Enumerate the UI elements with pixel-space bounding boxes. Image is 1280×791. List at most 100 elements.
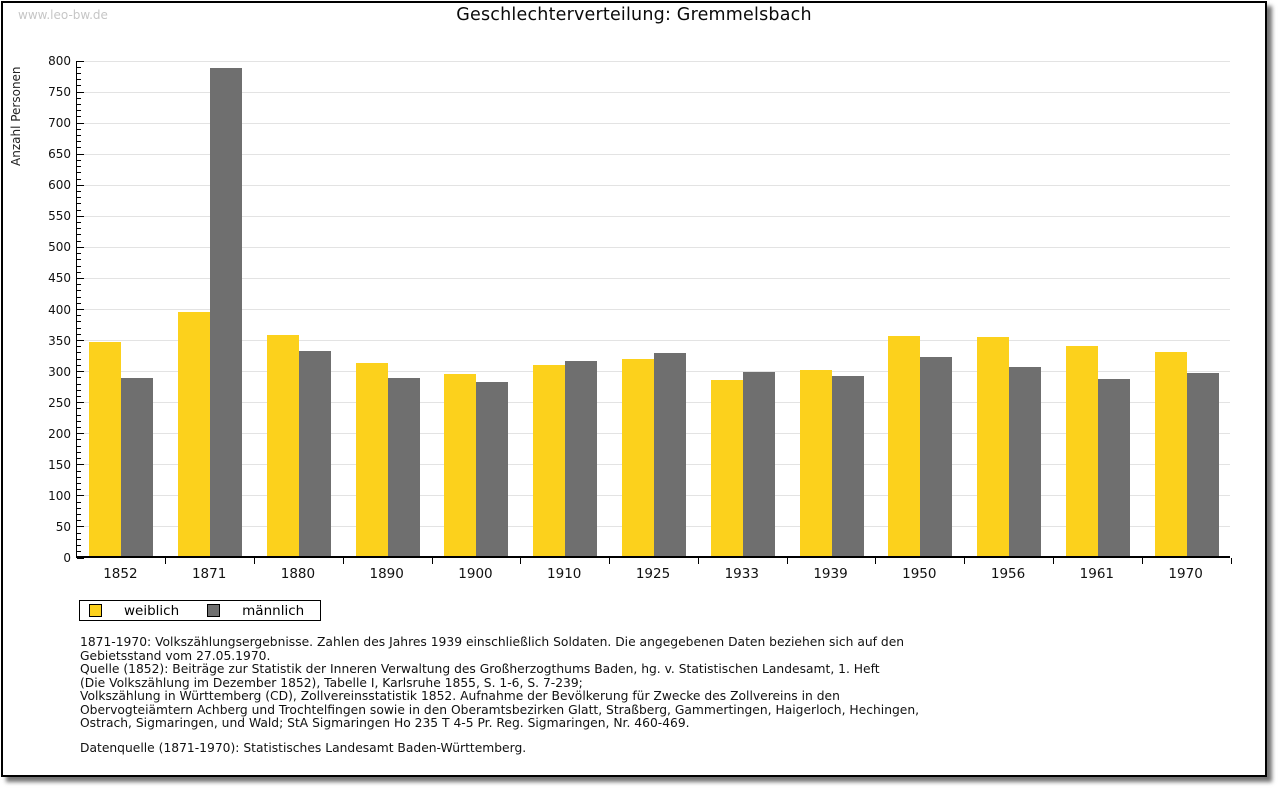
footnote-line: Ostrach, Sigmaringen, und Wald; StA Sigm… [80, 716, 690, 730]
plot-area [76, 60, 1232, 564]
x-tick-label: 1910 [547, 566, 582, 582]
chart-title: Geschlechterverteilung: Gremmelsbach [456, 5, 812, 25]
bar-männlich-1890 [387, 378, 420, 556]
bar-männlich-1910 [565, 361, 598, 556]
bar-männlich-1880 [298, 351, 331, 556]
y-tick-label: 250 [48, 395, 71, 410]
y-major-tick [77, 464, 84, 466]
y-tick-label: 200 [48, 426, 71, 441]
y-major-tick [77, 215, 84, 217]
y-tick-label: 800 [48, 54, 71, 68]
bar-weiblich-1939 [799, 370, 832, 556]
x-tick-label: 1956 [990, 566, 1026, 582]
y-tick-label: 0 [63, 551, 71, 565]
footnote-line: Obervogteiämtern Achberg und Trochtelfin… [80, 702, 920, 717]
y-minor-tick [77, 315, 81, 317]
y-minor-tick [77, 116, 81, 118]
chart-legend: weiblich männlich [79, 600, 322, 621]
y-major-tick [77, 309, 84, 310]
y-minor-tick [77, 333, 81, 335]
bar-weiblich-1880 [266, 335, 299, 556]
y-tick-label: 650 [48, 147, 71, 162]
legend-item-maennlich: männlich [207, 603, 304, 619]
bar-männlich-1852 [121, 378, 154, 556]
bar-weiblich-1933 [710, 380, 743, 556]
bar-weiblich-1950 [888, 336, 921, 556]
y-minor-tick [77, 395, 81, 397]
x-boundary-tick [431, 558, 433, 564]
bar-weiblich-1871 [178, 312, 211, 556]
y-tick-label: 700 [48, 116, 71, 131]
y-minor-tick [77, 72, 81, 74]
y-major-tick [77, 122, 84, 124]
footnote-line: Gebietsstand vom 27.05.1970. [80, 648, 271, 663]
y-minor-tick [77, 445, 81, 447]
gridline [77, 153, 1230, 155]
x-boundary-tick [165, 558, 167, 564]
y-minor-tick [77, 259, 81, 261]
gridline [77, 91, 1230, 93]
y-minor-tick [77, 97, 81, 99]
y-minor-tick [77, 85, 81, 87]
bar-weiblich-1890 [355, 363, 388, 556]
y-minor-tick [77, 197, 81, 199]
x-tick-label: 1890 [369, 566, 404, 582]
y-minor-tick [77, 265, 81, 267]
gridline [77, 246, 1230, 248]
y-minor-tick [77, 451, 81, 453]
gridline [77, 60, 1230, 62]
y-minor-tick [77, 141, 81, 143]
y-major-tick [77, 495, 84, 497]
y-tick-label: 300 [48, 364, 71, 379]
y-minor-tick [77, 501, 81, 503]
y-tick-label: 750 [48, 85, 71, 100]
y-minor-tick [77, 389, 81, 391]
y-minor-tick [77, 358, 81, 360]
y-minor-tick [77, 476, 81, 478]
footnote-line: 1871-1970: Volkszählungsergebnisse. Zahl… [80, 635, 905, 649]
y-minor-tick [77, 209, 81, 211]
x-tick-label: 1900 [458, 566, 493, 582]
y-minor-tick [77, 222, 81, 224]
x-boundary-tick [786, 558, 788, 564]
y-minor-tick [77, 290, 81, 292]
footnote-line: (Die Volkszählung im Dezember 1852), Tab… [80, 675, 583, 690]
x-tick-label: 1950 [902, 566, 937, 582]
x-tick-label: 1933 [724, 566, 759, 582]
y-major-tick [77, 246, 84, 248]
y-minor-tick [77, 271, 81, 273]
y-minor-tick [77, 364, 81, 366]
y-minor-tick [77, 551, 81, 553]
bar-männlich-1900 [476, 382, 509, 556]
chart-window-frame: www.leo-bw.de Geschlechterverteilung: Gr… [1, 1, 1267, 777]
y-major-tick [77, 153, 84, 155]
y-minor-tick [77, 532, 81, 534]
y-tick-label: 500 [48, 240, 71, 255]
bar-weiblich-1970 [1154, 352, 1187, 556]
y-major-tick [77, 402, 84, 404]
bar-weiblich-1852 [89, 342, 122, 556]
x-boundary-tick [520, 558, 522, 564]
y-minor-tick [77, 253, 81, 255]
legend-label: männlich [242, 602, 305, 619]
bar-männlich-1925 [654, 353, 686, 556]
y-minor-tick [77, 190, 81, 192]
y-minor-tick [77, 166, 81, 168]
y-minor-tick [77, 284, 81, 286]
bar-männlich-1939 [831, 376, 864, 556]
y-major-tick [77, 340, 84, 342]
y-tick-label: 100 [48, 488, 71, 503]
bar-weiblich-1925 [622, 359, 654, 556]
y-major-tick [77, 557, 84, 559]
y-major-tick [77, 60, 84, 62]
x-tick-label: 1871 [191, 566, 227, 582]
bar-weiblich-1961 [1065, 346, 1098, 556]
y-tick-label: 150 [48, 457, 71, 472]
gridline [77, 184, 1230, 186]
y-minor-tick [77, 458, 81, 460]
gridline [77, 309, 1230, 310]
y-tick-label: 550 [48, 209, 71, 224]
footnote-line: Quelle (1852): Beiträge zur Statistik de… [80, 662, 880, 676]
gridline [77, 215, 1230, 217]
x-boundary-tick [875, 558, 877, 564]
